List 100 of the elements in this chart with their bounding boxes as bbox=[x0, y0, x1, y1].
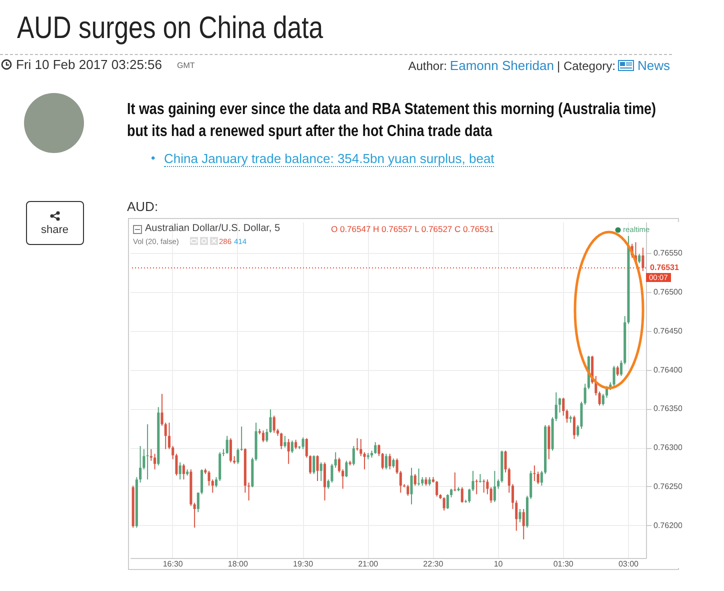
y-tick-label: 0.76450 bbox=[654, 326, 683, 336]
candlestick bbox=[342, 468, 344, 490]
candlestick bbox=[338, 457, 340, 473]
candlestick bbox=[178, 462, 182, 480]
candlestick bbox=[248, 482, 250, 501]
candlestick bbox=[302, 436, 304, 450]
candlestick bbox=[312, 454, 316, 474]
text: | Category: bbox=[557, 58, 616, 72]
candlestick bbox=[616, 365, 619, 376]
y-tick-label: 0.76550 bbox=[654, 248, 683, 258]
candlestick bbox=[139, 446, 142, 484]
candlestick bbox=[316, 454, 319, 482]
candlestick bbox=[406, 484, 410, 496]
candlestick bbox=[642, 247, 644, 272]
candlestick bbox=[410, 467, 413, 505]
x-tick-label: 18:00 bbox=[228, 560, 248, 568]
candlestick bbox=[352, 446, 355, 466]
candlestick bbox=[182, 463, 185, 480]
candlestick bbox=[214, 476, 218, 488]
candlestick bbox=[168, 422, 170, 450]
candlestick bbox=[572, 415, 576, 440]
candlestick bbox=[606, 386, 608, 398]
candlestick bbox=[384, 453, 388, 470]
candlestick bbox=[482, 478, 486, 494]
text: • bbox=[151, 151, 156, 165]
candlestick bbox=[598, 391, 601, 406]
text: AUD: bbox=[127, 199, 158, 214]
candlestick bbox=[518, 508, 522, 523]
candlestick bbox=[486, 478, 489, 495]
y-tick-label: 0.76500 bbox=[654, 288, 683, 296]
candlestick bbox=[284, 435, 286, 448]
candlestick bbox=[308, 454, 312, 474]
annotation: Australian Dollar/U.S. Dollar, 5 bbox=[145, 223, 280, 234]
candlestick bbox=[287, 438, 290, 464]
text: News bbox=[637, 58, 670, 73]
x-tick-label: 21:00 bbox=[358, 560, 379, 568]
candlestick bbox=[475, 478, 478, 495]
candlestick bbox=[226, 435, 228, 454]
x-tick-label: 19:30 bbox=[293, 560, 314, 568]
candlestick bbox=[454, 472, 456, 492]
y-tick-label: 0.76200 bbox=[654, 520, 683, 530]
candlestick bbox=[388, 453, 392, 470]
y-tick-label: 0.76250 bbox=[654, 482, 683, 491]
candlestick bbox=[196, 492, 200, 513]
candlestick bbox=[562, 397, 565, 416]
candlestick bbox=[240, 426, 243, 452]
candlestick bbox=[360, 438, 362, 457]
candlestick bbox=[280, 432, 283, 450]
candlestick bbox=[272, 415, 276, 434]
x-tick-label: 10 bbox=[494, 560, 504, 568]
candlestick bbox=[294, 439, 298, 450]
chart-subtitle: It was gaining ever since the data and RBA Statement this morning (Australia time) but its had a renewed spurt after the hot China trade data bbox=[127, 100, 657, 142]
candlestick bbox=[150, 448, 152, 462]
candlestick bbox=[320, 462, 322, 482]
annotation: O 0.76547 H 0.76557 L 0.76527 C 0.76531 bbox=[331, 224, 494, 234]
candlestick bbox=[548, 424, 550, 460]
candlestick bbox=[540, 470, 543, 486]
candlestick bbox=[612, 365, 616, 387]
candlestick bbox=[558, 397, 562, 414]
x-tick-label: 01:30 bbox=[553, 560, 574, 568]
candlestick bbox=[638, 253, 641, 264]
text: Eamonn Sheridan bbox=[450, 58, 554, 73]
candlestick bbox=[442, 496, 446, 512]
candlestick bbox=[323, 462, 326, 501]
text: Fri 10 Feb 2017 03:25:56 bbox=[16, 57, 162, 72]
candlestick bbox=[334, 452, 337, 468]
candlestick bbox=[381, 452, 384, 470]
candlestick bbox=[602, 393, 604, 406]
candlestick bbox=[236, 448, 240, 464]
candlestick bbox=[533, 464, 536, 482]
x-tick-label: 03:00 bbox=[618, 560, 640, 568]
candlestick bbox=[493, 470, 496, 502]
chart-title: AUD surges on China data bbox=[17, 10, 324, 46]
candlestick bbox=[345, 460, 348, 478]
text: China January trade balance: 354.5bn yuan surplus, beat bbox=[164, 151, 494, 167]
candlestick bbox=[460, 486, 464, 504]
candlestick bbox=[290, 440, 294, 454]
y-tick-label: 0.76350 bbox=[654, 404, 683, 414]
y-tick-label: 0.76400 bbox=[654, 365, 683, 374]
y-tick-label: 0.76300 bbox=[654, 443, 683, 452]
ref-line-label: 0.76531 bbox=[650, 262, 680, 272]
candlestick bbox=[374, 442, 377, 454]
candlestick bbox=[200, 468, 204, 495]
candlestick bbox=[193, 502, 196, 528]
candlestick bbox=[446, 494, 449, 510]
text: Author: bbox=[408, 58, 447, 72]
candlestick bbox=[378, 444, 380, 457]
x-tick-label: 16:30 bbox=[162, 560, 184, 568]
candlestick bbox=[392, 458, 395, 468]
candlestick bbox=[620, 360, 622, 376]
text: GMT bbox=[177, 61, 195, 70]
candlestick bbox=[536, 471, 540, 485]
candlestick bbox=[305, 438, 308, 458]
candlestick bbox=[414, 474, 416, 486]
text: share bbox=[41, 224, 69, 236]
candlestick bbox=[229, 438, 232, 463]
candlestick bbox=[262, 430, 265, 443]
candlestick bbox=[490, 486, 492, 504]
candlestick bbox=[522, 508, 525, 540]
x-tick-label: 22:30 bbox=[423, 560, 444, 568]
